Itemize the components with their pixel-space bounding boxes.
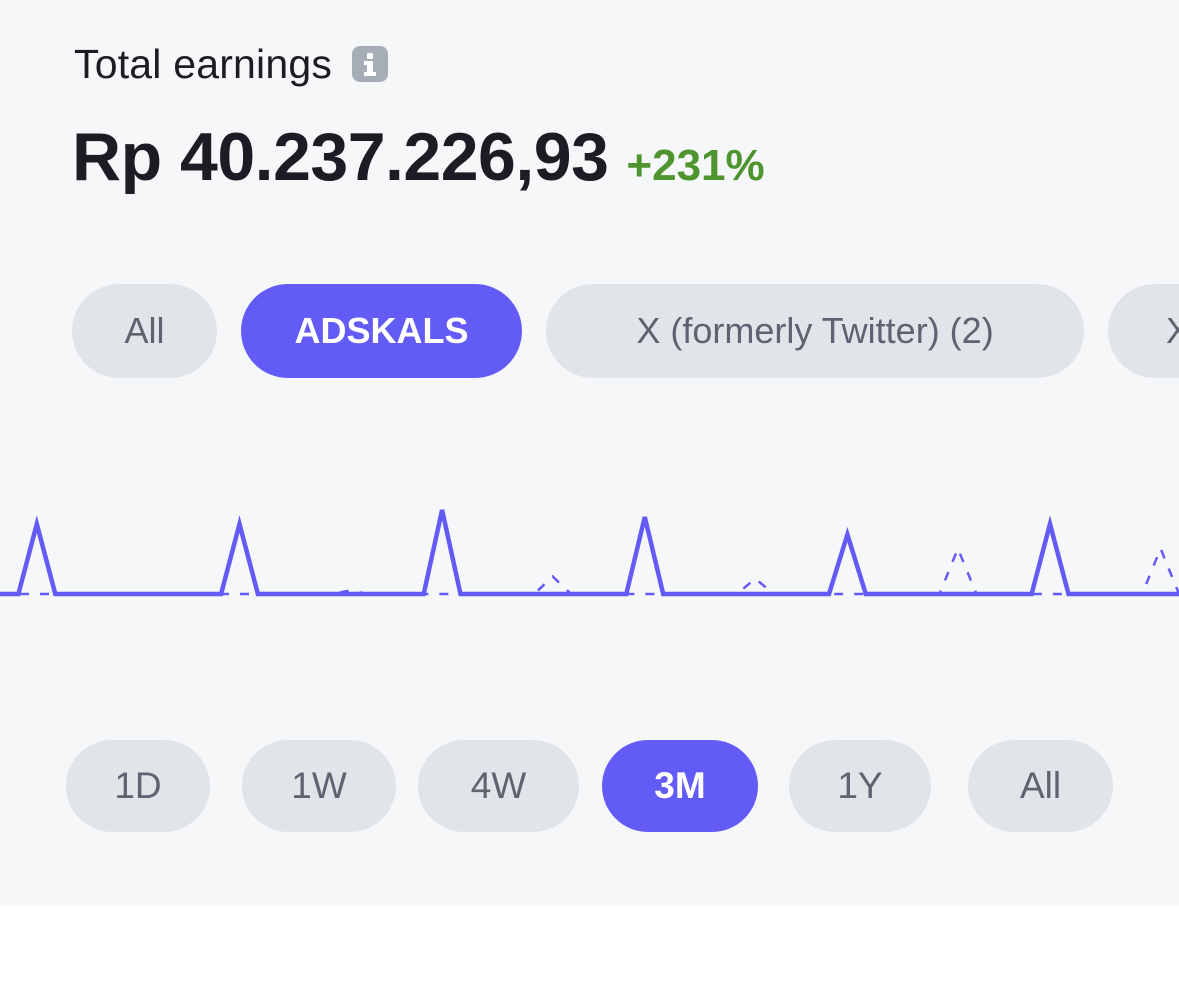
range-label: 1Y — [837, 765, 883, 806]
range-label: 4W — [470, 765, 527, 806]
range-1d[interactable]: 1D — [66, 740, 210, 832]
range-label: 3M — [654, 765, 706, 806]
filter-chip-x[interactable]: X — [1108, 284, 1179, 378]
info-icon[interactable] — [352, 46, 389, 82]
page-title: Total earnings — [74, 40, 333, 87]
filter-chip-label: X (formerly Twitter) (2) — [636, 310, 994, 351]
filter-chip-label: ADSKALS — [294, 310, 469, 351]
total-amount: Rp 40.237.226,93 — [72, 119, 609, 195]
range-label: 1W — [291, 765, 347, 806]
filter-chip-x-formerly-twitter[interactable]: X (formerly Twitter) (2) — [546, 284, 1084, 378]
info-icon-glyph — [364, 53, 377, 76]
filter-chip-label: X — [1166, 310, 1179, 351]
range-1y[interactable]: 1Y — [789, 740, 931, 832]
range-label: All — [1019, 765, 1062, 806]
filter-chip-adskals[interactable]: ADSKALS — [241, 284, 522, 378]
earnings-chart — [0, 509, 1179, 597]
title-row: Total earnings — [74, 38, 389, 90]
range-4w[interactable]: 4W — [418, 740, 579, 832]
earnings-series-line — [0, 509, 1179, 597]
earnings-summary: Rp 40.237.226,93 +231% — [72, 118, 765, 198]
comparison-series-line — [0, 545, 1179, 596]
range-label: 1D — [114, 765, 162, 806]
change-percent: +231% — [626, 141, 765, 190]
range-all[interactable]: All — [968, 740, 1113, 832]
range-1w[interactable]: 1W — [242, 740, 396, 832]
earnings-card: Total earnings Rp 40.237.226,93 +231% Al… — [0, 38, 1179, 832]
filter-chip-label: All — [124, 310, 165, 351]
filter-chip-all[interactable]: All — [72, 284, 217, 378]
range-3m[interactable]: 3M — [602, 740, 758, 832]
